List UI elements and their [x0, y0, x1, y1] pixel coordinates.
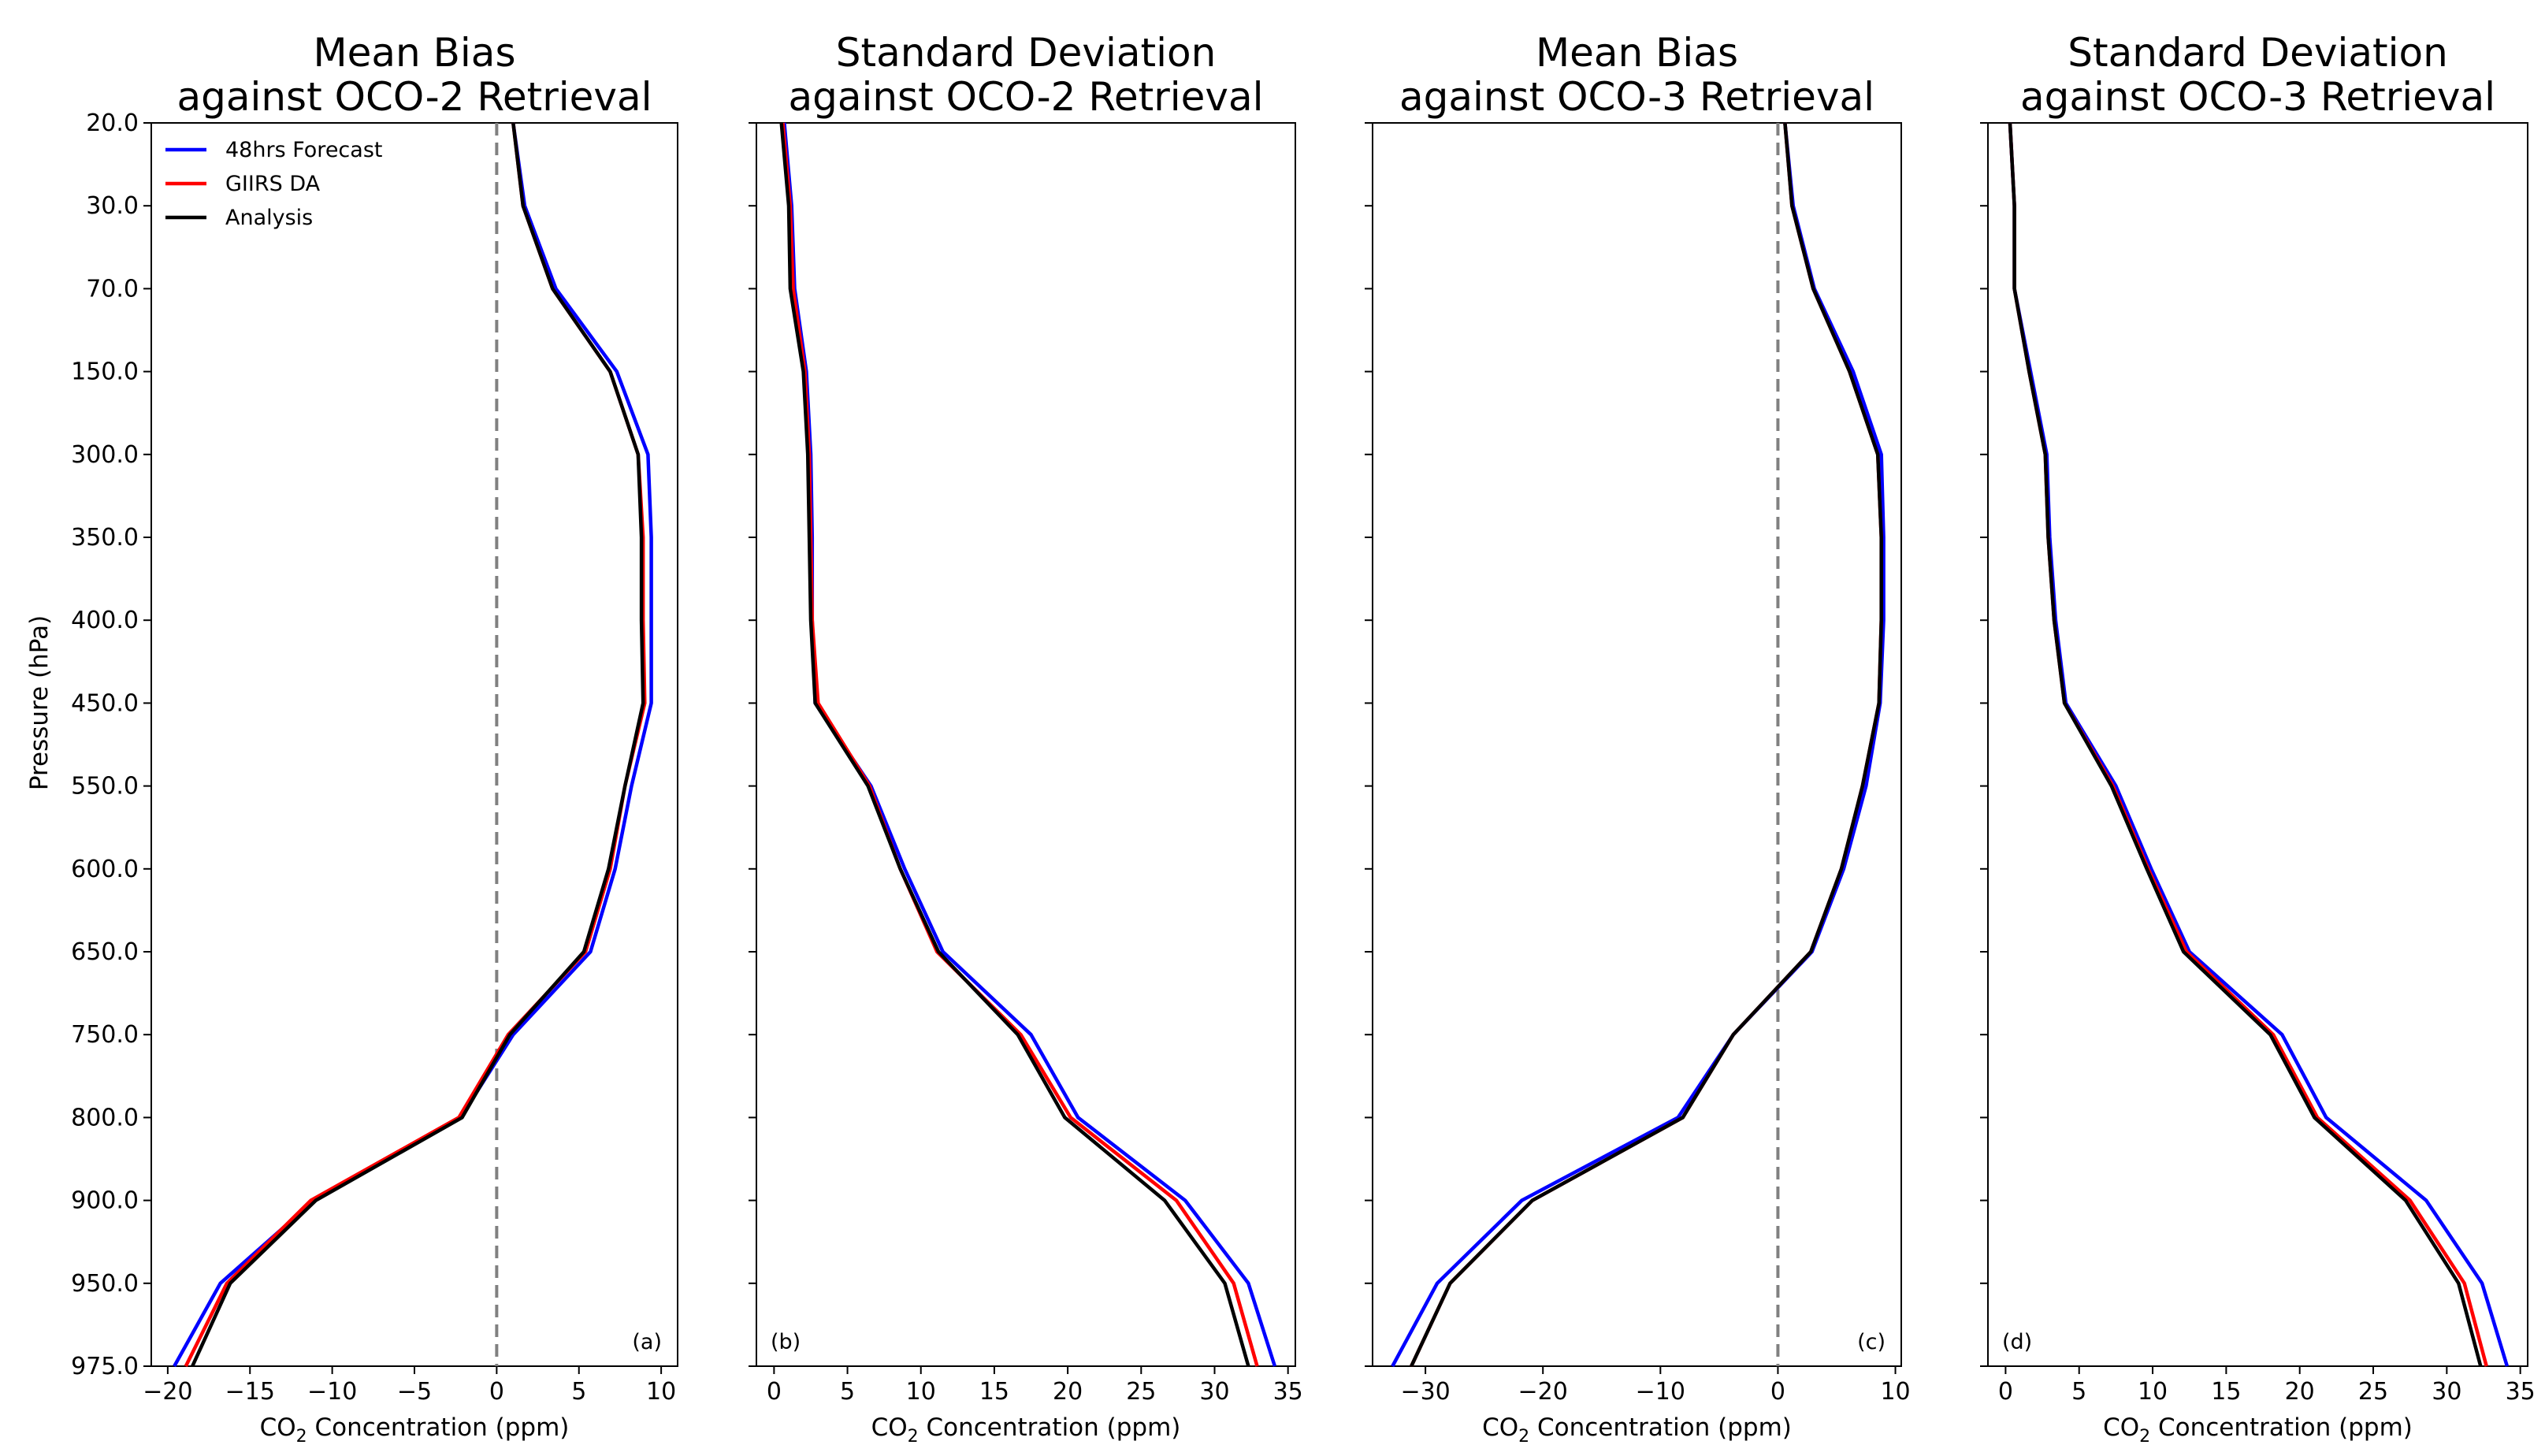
- series-line-analysis: [2008, 122, 2483, 1367]
- x-tick-label: 10: [906, 1378, 936, 1406]
- y-tick-label: 450.0: [71, 689, 139, 717]
- x-tick-label: 10: [2138, 1378, 2168, 1406]
- axes-frame: [756, 122, 1296, 1367]
- x-tick-label: 30: [1199, 1378, 1229, 1406]
- series-line-giirs-da: [184, 122, 647, 1368]
- x-axis-label-subscript: 2: [2139, 1427, 2150, 1447]
- x-tick-label: 35: [1273, 1378, 1303, 1406]
- panel-label: (a): [632, 1330, 662, 1354]
- x-axis-label-subscript: 2: [296, 1427, 307, 1447]
- y-tick-label: 150.0: [71, 358, 139, 386]
- chart-title-line1: Mean Bias: [313, 30, 515, 76]
- x-tick-label: 20: [2285, 1378, 2315, 1406]
- chart-title-line2: against OCO-2 Retrieval: [788, 74, 1263, 120]
- series-line-analysis: [779, 122, 1250, 1367]
- x-tick-label: −20: [143, 1378, 192, 1406]
- x-tick-label: 5: [2071, 1378, 2086, 1406]
- x-tick-label: 0: [1770, 1378, 1785, 1406]
- x-tick-label: 25: [2358, 1378, 2388, 1406]
- x-tick-label: −30: [1400, 1378, 1450, 1406]
- x-tick-label: 10: [646, 1378, 676, 1406]
- x-axis-label-prefix: CO: [2103, 1413, 2139, 1442]
- x-tick-label: 5: [571, 1378, 586, 1406]
- panel-label: (d): [2002, 1330, 2032, 1354]
- x-tick-label: 30: [2432, 1378, 2461, 1406]
- legend-label: 48hrs Forecast: [225, 138, 382, 162]
- y-tick-label: 400.0: [71, 607, 139, 634]
- x-tick-label: 0: [767, 1378, 782, 1406]
- y-tick-label: 70.0: [86, 275, 139, 303]
- y-tick-label: 950.0: [71, 1270, 139, 1298]
- x-tick-label: 5: [840, 1378, 855, 1406]
- x-tick-label: −10: [307, 1378, 357, 1406]
- x-axis-label: CO2 Concentration (ppm): [1482, 1413, 1792, 1447]
- y-tick-label: 300.0: [71, 441, 139, 469]
- y-tick-label: 750.0: [71, 1021, 139, 1049]
- x-axis-label-suffix: Concentration (ppm): [2150, 1413, 2413, 1442]
- series-line-analysis: [1410, 122, 1883, 1367]
- x-axis-label: CO2 Concentration (ppm): [871, 1413, 1181, 1447]
- x-axis-label-subscript: 2: [908, 1427, 919, 1447]
- y-tick-label: 600.0: [71, 856, 139, 883]
- legend-label: GIIRS DA: [225, 172, 321, 196]
- axes-frame: [1372, 122, 1902, 1367]
- y-tick-label: 975.0: [71, 1353, 139, 1380]
- chart-title-line1: Mean Bias: [1536, 30, 1738, 76]
- x-tick-label: 15: [2211, 1378, 2241, 1406]
- x-tick-label: 10: [1880, 1378, 1910, 1406]
- x-tick-label: 0: [1998, 1378, 2013, 1406]
- series-line-48hrs-forecast: [173, 122, 653, 1368]
- y-axis-label: Pressure (hPa): [25, 615, 54, 790]
- y-tick-label: 900.0: [71, 1187, 139, 1215]
- x-tick-label: 15: [979, 1378, 1009, 1406]
- x-axis-label-prefix: CO: [871, 1413, 908, 1442]
- series-line-48hrs-forecast: [1391, 122, 1886, 1368]
- chart-title-line2: against OCO-3 Retrieval: [2020, 74, 2495, 120]
- y-tick-label: 650.0: [71, 938, 139, 966]
- x-axis-label: CO2 Concentration (ppm): [2103, 1413, 2413, 1447]
- x-tick-label: 0: [489, 1378, 504, 1406]
- x-tick-label: −15: [225, 1378, 275, 1406]
- legend-label: Analysis: [225, 206, 313, 230]
- x-axis-label-prefix: CO: [260, 1413, 296, 1442]
- y-tick-label: 350.0: [71, 524, 139, 552]
- panel-label: (b): [771, 1330, 801, 1354]
- x-tick-label: 25: [1126, 1378, 1156, 1406]
- series-line-48hrs-forecast: [2008, 122, 2510, 1367]
- x-tick-label: −10: [1636, 1378, 1685, 1406]
- series-line-giirs-da: [1410, 122, 1883, 1367]
- x-tick-label: −20: [1518, 1378, 1568, 1406]
- y-tick-label: 20.0: [86, 110, 139, 137]
- chart-title-line2: against OCO-3 Retrieval: [1399, 74, 1874, 120]
- panel-label: (c): [1857, 1330, 1886, 1354]
- series-line-analysis: [191, 122, 645, 1367]
- series-line-giirs-da: [781, 122, 1259, 1367]
- axes-frame: [150, 122, 678, 1367]
- x-axis-label: CO2 Concentration (ppm): [260, 1413, 570, 1447]
- chart-title-line1: Standard Deviation: [2068, 30, 2448, 76]
- y-tick-label: 30.0: [86, 192, 139, 220]
- y-tick-label: 800.0: [71, 1104, 139, 1131]
- series-line-giirs-da: [2008, 122, 2488, 1367]
- x-axis-label-suffix: Concentration (ppm): [1529, 1413, 1792, 1442]
- axes-frame: [1987, 122, 2528, 1367]
- legend: 48hrs Forecast GIIRS DA Analysis: [165, 138, 382, 230]
- chart-title-line2: against OCO-2 Retrieval: [176, 74, 652, 120]
- x-axis-label-suffix: Concentration (ppm): [307, 1413, 570, 1442]
- x-axis-label-prefix: CO: [1482, 1413, 1518, 1442]
- y-tick-label: 550.0: [71, 773, 139, 800]
- chart-title-line1: Standard Deviation: [836, 30, 1217, 76]
- x-tick-label: −5: [397, 1378, 432, 1406]
- x-axis-label-subscript: 2: [1518, 1427, 1529, 1447]
- x-tick-label: 35: [2506, 1378, 2536, 1406]
- x-axis-label-suffix: Concentration (ppm): [919, 1413, 1181, 1442]
- x-tick-label: 20: [1053, 1378, 1083, 1406]
- series-line-48hrs-forecast: [782, 122, 1277, 1367]
